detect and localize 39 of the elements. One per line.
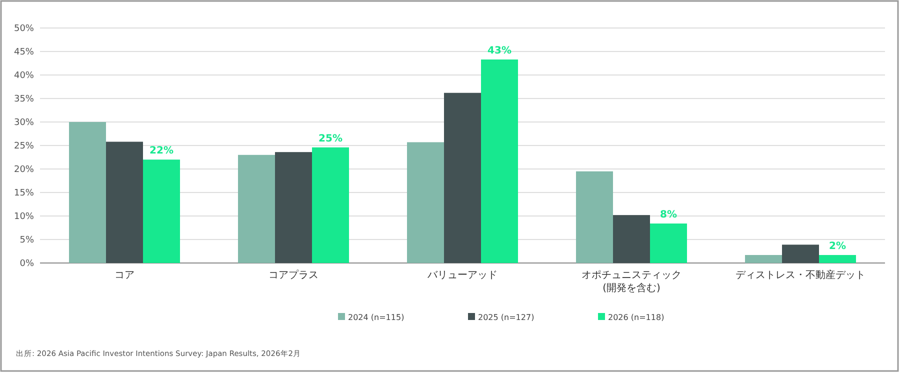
y-tick-label: 15% (14, 188, 34, 198)
bar (407, 142, 444, 263)
bar (444, 92, 481, 263)
y-tick-label: 40% (14, 71, 34, 81)
x-tick-label: コア (114, 270, 134, 281)
bar (312, 147, 349, 263)
bar (782, 244, 819, 263)
bar (238, 154, 275, 263)
data-label: 2% (829, 241, 846, 252)
bar (576, 171, 613, 263)
bar (275, 152, 312, 263)
y-tick-label: 25% (14, 142, 34, 152)
y-tick-label: 30% (14, 118, 34, 128)
bar (143, 160, 180, 263)
y-tick-label: 5% (20, 236, 34, 246)
y-tick-label: 35% (14, 94, 34, 104)
y-tick-label: 50% (14, 24, 34, 34)
y-tick-label: 45% (14, 48, 34, 58)
x-tick-label: オポチュニスティック (開発を含む) (582, 270, 682, 294)
y-tick-label: 20% (14, 165, 34, 175)
x-tick-label: ディストレス・不動産デット (736, 269, 866, 281)
bar (745, 255, 782, 263)
bar (650, 224, 687, 263)
legend-label: 2026 (n=118) (608, 313, 664, 322)
x-tick-label: バリューアッド (426, 270, 498, 281)
bar (613, 215, 650, 263)
bar (69, 122, 106, 263)
legend-label: 2025 (n=127) (478, 313, 534, 322)
y-tick-label: 10% (14, 212, 34, 222)
legend-label: 2024 (n=115) (348, 313, 404, 322)
data-label: 8% (660, 210, 677, 221)
data-label: 43% (488, 45, 512, 56)
bar (819, 255, 856, 263)
bar (481, 59, 518, 263)
y-tick-label: 0% (20, 259, 34, 269)
x-tick-label: コアプラス (268, 269, 318, 281)
data-label: 25% (318, 133, 342, 144)
bar (106, 142, 143, 263)
data-label: 22% (150, 146, 174, 157)
